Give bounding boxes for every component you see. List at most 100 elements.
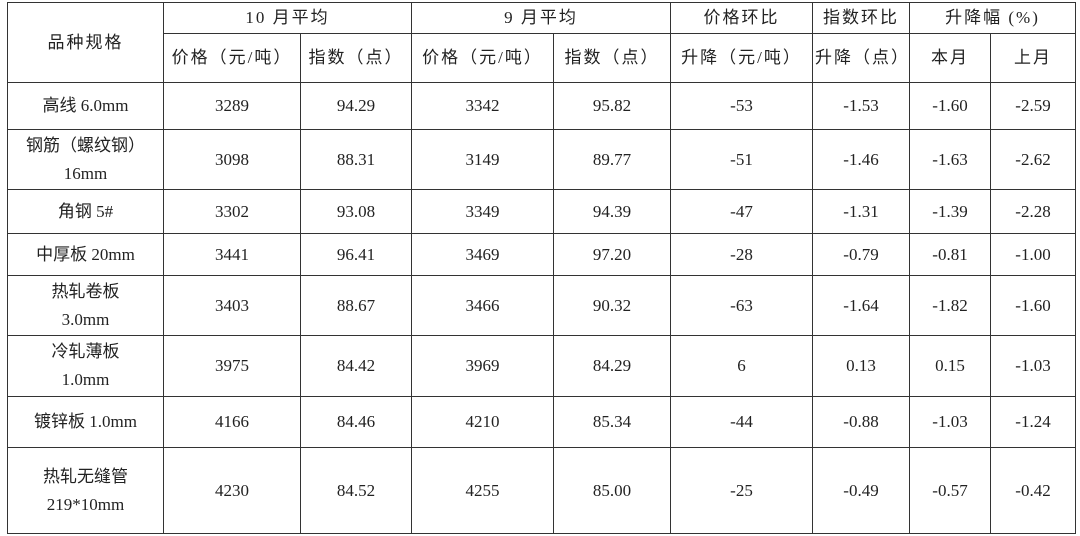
value-cell: 90.32 [553,275,671,336]
value-cell: -1.31 [812,189,910,234]
value-cell: 84.29 [553,335,671,397]
value-cell: 3469 [411,233,554,276]
value-cell: 3466 [411,275,554,336]
value-cell: -1.60 [990,275,1076,336]
variety-line: 镀锌板 1.0mm [34,412,137,431]
steel-price-table: 品种规格 10 月平均 9 月平均 价格环比 指数环比 升降幅 (%) 价格（元… [7,2,1076,534]
header-change-pct: 升降幅 (%) [909,2,1076,34]
value-cell: -1.46 [812,129,910,190]
variety-line: 中厚板 20mm [36,244,135,264]
value-cell: 3403 [163,275,301,336]
variety-line: 冷轧薄板 [51,342,120,361]
subheader-cell: 指数（点） [300,33,412,83]
value-cell: 3342 [411,82,554,130]
table-row: 高线 6.0mm 3289 94.29 3342 95.82 -53 -1.53 -1.60-… [7,82,1076,130]
value-cell: -1.24 [990,396,1076,448]
value-cell: -2.62 [990,129,1076,190]
table-row: 钢筋（螺纹钢） 16mm 3098 88.31 3149 89.77 -51 -1.46 -1.… [7,129,1076,190]
value-cell: -1.03 [909,396,991,448]
header-variety: 品种规格 [7,2,164,83]
value-cell: -0.57 [909,447,991,534]
value-cell: 84.42 [300,335,412,397]
value-cell: 3098 [163,129,301,190]
table-row: 热轧卷板 3.0mm 3403 88.67 3466 90.32 -63 -1.64 -1.82… [7,275,1076,336]
value-cell: 85.00 [553,447,671,534]
variety-line: 钢筋（螺纹钢） [26,135,145,155]
header-index-mom: 指数环比 [812,2,910,34]
value-cell: -28 [670,233,813,276]
header-oct-avg: 10 月平均 [163,2,412,34]
variety-cell: 冷轧薄板 1.0mm [7,335,164,397]
value-cell: 4255 [411,447,554,534]
subheader-cell: 价格（元/吨） [411,33,554,83]
subheader-cell: 价格（元/吨） [163,33,301,83]
variety-cell: 高线 6.0mm [7,82,164,130]
variety-cell: 中厚板 20mm [7,233,164,276]
value-cell: -0.81 [909,233,991,276]
value-cell: -0.79 [812,233,910,276]
value-cell: 89.77 [553,129,671,190]
value-cell: -47 [670,189,813,234]
value-cell: -0.88 [812,396,910,448]
variety-line: 16mm [63,163,108,183]
value-cell: 3975 [163,335,301,397]
value-cell: -1.00 [990,233,1076,276]
value-cell: -1.64 [812,275,910,336]
variety-cell: 热轧无缝管 219*10mm [7,447,164,534]
value-cell: 85.34 [553,396,671,448]
value-cell: 84.52 [300,447,412,534]
value-cell: 88.31 [300,129,412,190]
value-cell: -1.82 [909,275,991,336]
value-cell: -0.49 [812,447,910,534]
variety-line: 热轧卷板 [51,281,120,301]
value-cell: -0.42 [990,447,1076,534]
subheader-cell: 指数（点） [553,33,671,83]
value-cell: -1.53 [812,82,910,130]
table-row: 热轧无缝管 219*10mm 4230 84.52 4255 85.00 -25 -0.49-… [7,447,1076,534]
value-cell: 4166 [163,396,301,448]
value-cell: -63 [670,275,813,336]
value-cell: 84.46 [300,396,412,448]
value-cell: 97.20 [553,233,671,276]
value-cell: 96.41 [300,233,412,276]
variety-cell: 钢筋（螺纹钢） 16mm [7,129,164,190]
subheader-cell: 本月 [909,33,991,83]
value-cell: 6 [670,335,813,397]
value-cell: 3289 [163,82,301,130]
subheader-cell: 升降（元/吨） [670,33,813,83]
value-cell: -1.03 [990,335,1076,397]
variety-line: 3.0mm [61,309,110,329]
value-cell: -1.63 [909,129,991,190]
variety-cell: 热轧卷板 3.0mm [7,275,164,336]
variety-line: 热轧无缝管 [43,466,128,486]
variety-line: 角钢 5# [57,201,114,221]
header-sep-avg: 9 月平均 [411,2,671,34]
value-cell: 0.15 [909,335,991,397]
value-cell: 94.29 [300,82,412,130]
variety-cell: 镀锌板 1.0mm [7,396,164,448]
variety-line: 1.0mm [61,370,110,389]
value-cell: 3969 [411,335,554,397]
variety-line: 高线 6.0mm [42,96,129,115]
value-cell: -2.59 [990,82,1076,130]
header-price-mom: 价格环比 [670,2,813,34]
value-cell: -44 [670,396,813,448]
table-row: 中厚板 20mm 3441 96.41 3469 97.20 -28 -0.79 -0.81-… [7,233,1076,276]
value-cell: -1.39 [909,189,991,234]
value-cell: 3149 [411,129,554,190]
value-cell: -25 [670,447,813,534]
value-cell: -51 [670,129,813,190]
value-cell: 3441 [163,233,301,276]
subheader-cell: 上月 [990,33,1076,83]
value-cell: 3302 [163,189,301,234]
value-cell: 3349 [411,189,554,234]
table-row: 角钢 5# 3302 93.08 3349 94.39 -47 -1.31 -1.39 -2.2… [7,189,1076,234]
value-cell: 95.82 [553,82,671,130]
value-cell: 4230 [163,447,301,534]
value-cell: 93.08 [300,189,412,234]
value-cell: 0.13 [812,335,910,397]
value-cell: -53 [670,82,813,130]
variety-cell: 角钢 5# [7,189,164,234]
value-cell: 4210 [411,396,554,448]
subheader-cell: 升降（点） [812,33,910,83]
